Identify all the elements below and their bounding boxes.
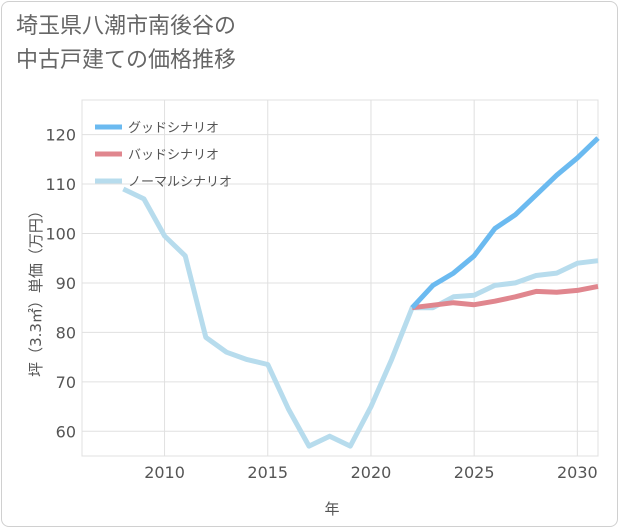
y-tick-label: 110: [45, 175, 76, 194]
y-axis-label: 坪（3.3㎡）単価（万円）: [27, 203, 45, 377]
chart-grid: [81, 99, 599, 457]
y-tick-label: 100: [45, 225, 76, 244]
chart-title-line-1: 埼玉県八潮市南後谷の: [16, 14, 237, 39]
axis-tick-labels: 60 70 80 90 100 110 120 2010 2015 2020 2025 2030: [45, 126, 597, 482]
chart-title: 埼玉県八潮市南後谷の 中古戸建ての価格推移: [16, 10, 236, 78]
x-tick-label: 2025: [454, 463, 495, 482]
x-tick-label: 2030: [557, 463, 598, 482]
y-tick-label: 120: [45, 126, 76, 145]
legend-label-3: ノーマルシナリオ: [128, 175, 232, 190]
series-lines: [122, 136, 600, 449]
series-line-3: [122, 186, 599, 449]
series-line-2: [411, 283, 599, 311]
x-tick-label: 2010: [144, 463, 185, 482]
chart-title-line-2: 中古戸建ての価格推移: [16, 48, 237, 73]
x-axis-label: 年: [324, 500, 339, 518]
y-tick-label: 80: [56, 323, 76, 342]
x-tick-label: 2020: [351, 463, 392, 482]
y-tick-label: 70: [56, 373, 76, 392]
y-tick-label: 60: [56, 422, 76, 441]
plot-area: [81, 99, 599, 457]
legend-label-1: グッドシナリオ: [128, 121, 219, 136]
series-line-1: [410, 136, 600, 310]
x-tick-label: 2015: [247, 463, 288, 482]
legend-label-2: バッドシナリオ: [128, 148, 219, 163]
y-tick-label: 90: [56, 274, 76, 293]
